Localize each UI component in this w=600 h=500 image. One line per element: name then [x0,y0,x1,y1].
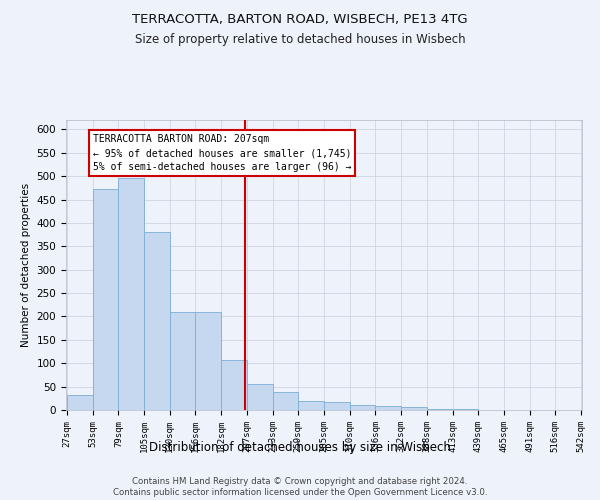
Bar [196,312,221,410]
Bar [144,232,170,410]
Text: Contains HM Land Registry data © Crown copyright and database right 2024.: Contains HM Land Registry data © Crown c… [132,476,468,486]
Text: Distribution of detached houses by size in Wisbech: Distribution of detached houses by size … [149,441,451,454]
Bar [170,312,196,410]
Bar [452,409,478,410]
Bar [92,189,118,410]
Text: Size of property relative to detached houses in Wisbech: Size of property relative to detached ho… [134,32,466,46]
Text: Contains public sector information licensed under the Open Government Licence v3: Contains public sector information licen… [113,488,487,497]
Text: TERRACOTTA BARTON ROAD: 207sqm
← 95% of detached houses are smaller (1,745)
5% o: TERRACOTTA BARTON ROAD: 207sqm ← 95% of … [92,134,351,172]
Bar [376,406,401,410]
Bar [298,401,324,410]
Y-axis label: Number of detached properties: Number of detached properties [21,183,31,347]
Bar [118,178,144,410]
Bar [401,407,427,410]
Bar [324,402,350,410]
Bar [427,408,452,410]
Bar [221,360,247,410]
Bar [350,405,376,410]
Bar [67,394,92,410]
Bar [247,384,272,410]
Text: TERRACOTTA, BARTON ROAD, WISBECH, PE13 4TG: TERRACOTTA, BARTON ROAD, WISBECH, PE13 4… [132,12,468,26]
Bar [272,392,298,410]
